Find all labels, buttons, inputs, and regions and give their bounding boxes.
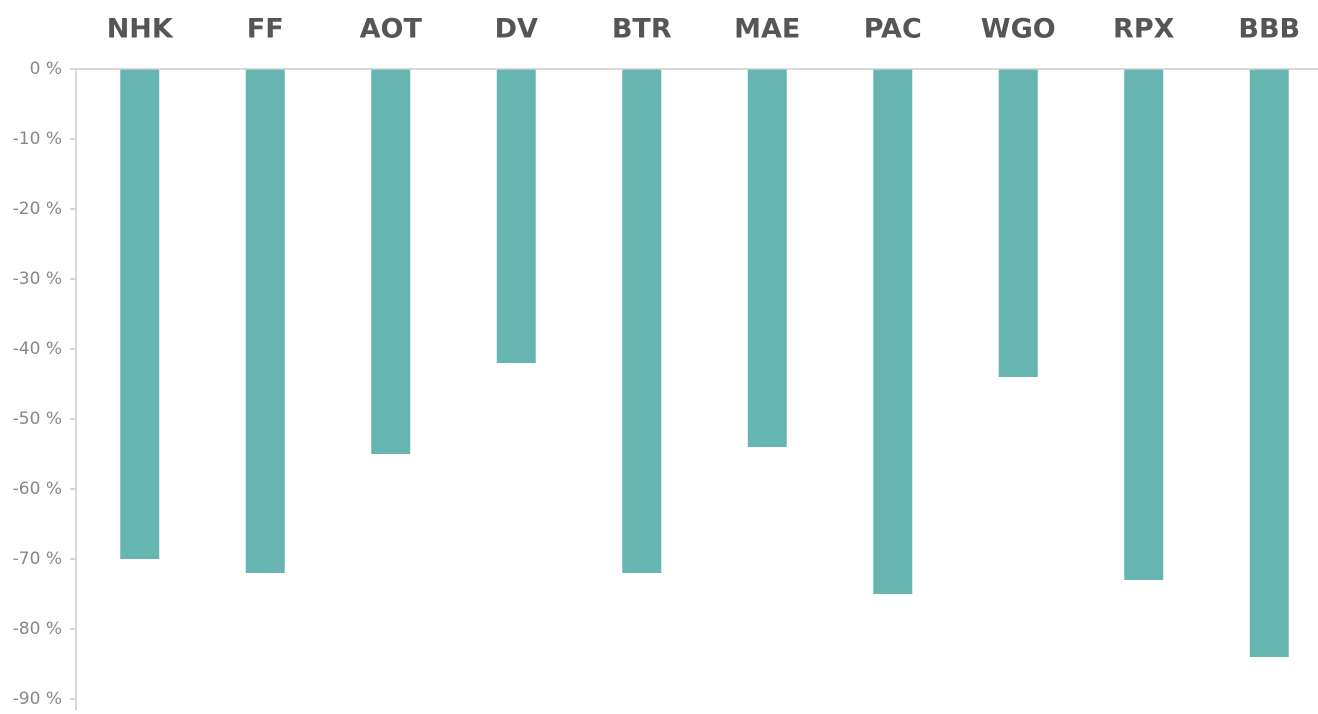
x-tick-label: BTR [612, 14, 672, 45]
y-tick-label: -90 % [13, 689, 62, 709]
x-tick-label: AOT [360, 14, 423, 45]
bar [873, 69, 913, 594]
y-tick-label: -30 % [13, 269, 62, 289]
y-tick-label: -10 % [13, 129, 62, 149]
x-tick-label: WGO [981, 14, 1056, 45]
y-tick-label: -70 % [13, 549, 62, 569]
bar [120, 69, 160, 559]
x-tick-label: MAE [734, 14, 800, 45]
bar [622, 69, 662, 573]
bar [998, 69, 1038, 377]
y-tick-label: -40 % [13, 339, 62, 359]
x-tick-label: BBB [1238, 14, 1300, 45]
y-tick-label: -20 % [13, 199, 62, 219]
bar [1249, 69, 1289, 657]
bar [245, 69, 285, 573]
x-tick-label: RPX [1113, 14, 1175, 45]
x-tick-label: FF [247, 14, 284, 45]
x-tick-label: PAC [864, 14, 922, 45]
x-tick-label: DV [495, 14, 538, 45]
bar [1124, 69, 1164, 580]
x-tick-label: NHK [107, 14, 174, 45]
bar [496, 69, 536, 363]
y-tick-label: -60 % [13, 479, 62, 499]
y-tick-label: -50 % [13, 409, 62, 429]
y-tick-label: 0 % [30, 59, 62, 79]
bar [747, 69, 787, 447]
y-tick-label: -80 % [13, 619, 62, 639]
bar [371, 69, 411, 454]
